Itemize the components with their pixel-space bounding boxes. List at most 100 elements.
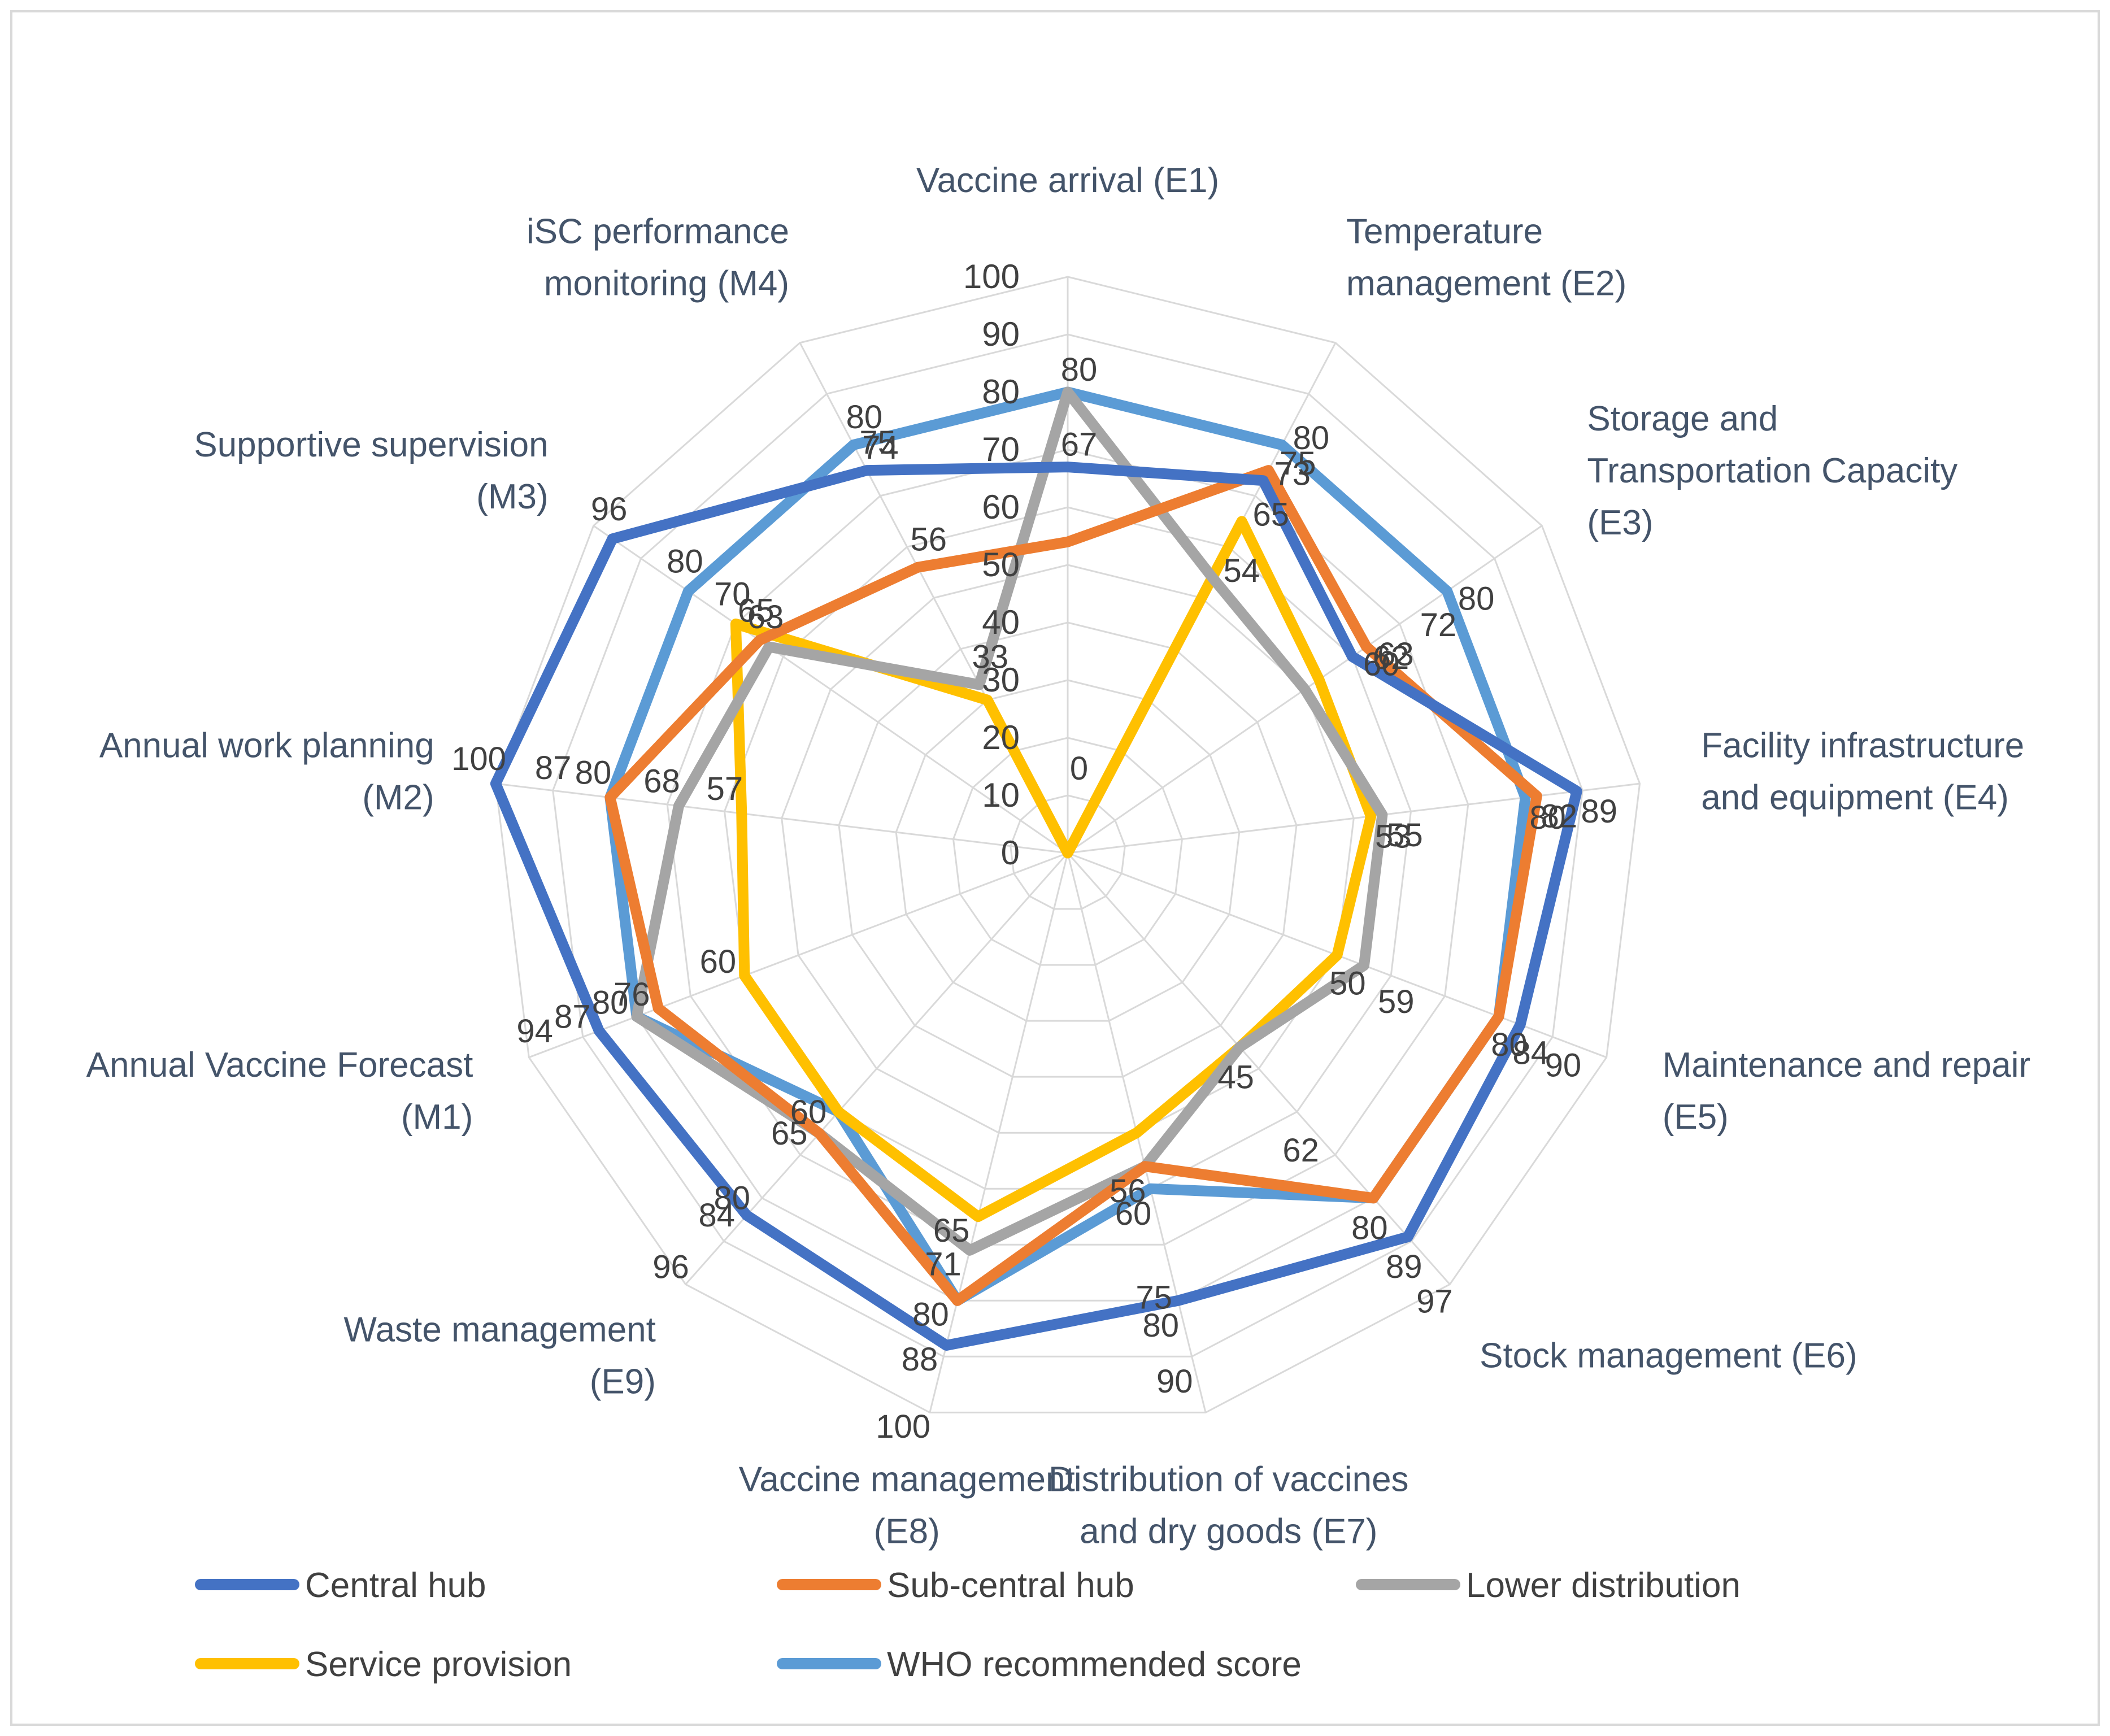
data-label-axis7-3: 75: [1136, 1279, 1172, 1316]
series-lower-distribution[interactable]: [631, 386, 1388, 1256]
data-label-axis11-5: 57: [707, 771, 743, 807]
legend-item-who-recommended-score[interactable]: WHO recommended score: [777, 1645, 1302, 1684]
legend-item-service-provision[interactable]: Service provision: [195, 1645, 572, 1684]
grid-spoke-11: [495, 782, 1068, 854]
axis-label-vaccine-arrival-e1: Vaccine arrival (E1): [916, 161, 1219, 200]
data-label-axis9-5: 60: [790, 1094, 827, 1130]
data-label-axis3-5: 60: [1363, 646, 1400, 682]
axis-label-distribution-of-vaccines-and-dry-goods-e7: Distribution of vaccines and dry goods (E…: [1049, 1460, 1409, 1551]
data-label-axis13-1: 80: [846, 399, 883, 436]
data-label-axis12-3: 70: [714, 576, 751, 613]
data-label-axis4-5: 53: [1375, 818, 1412, 855]
axis-label-isc-performance-monitoring-m4: iSC performance monitoring (M4): [527, 212, 789, 303]
data-label-axis3-1: 80: [1458, 581, 1495, 617]
labels-layer: 8067080757365548072636260898280555390848…: [451, 351, 1617, 1445]
tick-label-50: 50: [982, 546, 1020, 584]
data-label-axis7-4: 60: [1115, 1195, 1152, 1232]
legend-item-central-hub[interactable]: Central hub: [195, 1566, 486, 1605]
data-label-axis6-3: 80: [1351, 1210, 1388, 1247]
data-label-axis10-4: 76: [614, 976, 650, 1013]
tick-label-80: 80: [982, 373, 1020, 411]
data-label-axis1-2: 67: [1061, 427, 1098, 463]
data-label-axis7-1: 90: [1156, 1363, 1193, 1400]
tick-label-40: 40: [982, 603, 1020, 641]
data-label-axis1-3: 0: [1070, 750, 1088, 787]
data-label-axis7-5: 56: [1110, 1173, 1146, 1209]
data-label-axis2-2: 75: [1280, 445, 1316, 482]
axis-label-maintenance-and-repair-e5: Maintenance and repair (E5): [1663, 1046, 2030, 1137]
data-label-axis13-2: 75: [859, 424, 896, 461]
tick-label-10: 10: [982, 776, 1020, 814]
data-label-axis2-5: 54: [1223, 552, 1260, 589]
data-label-axis11-1: 100: [451, 741, 506, 777]
data-label-axis6-4: 62: [1282, 1132, 1319, 1169]
data-label-axis3-3: 63: [1377, 636, 1414, 673]
tick-label-60: 60: [982, 488, 1020, 526]
grid-ring-100: [494, 276, 1641, 1413]
grid-ring-90: [552, 333, 1583, 1358]
series-who-recommended-score[interactable]: [604, 386, 1531, 1306]
data-label-axis5-1: 90: [1545, 1047, 1582, 1084]
data-label-axis12-2: 80: [667, 543, 703, 580]
data-label-axis9-3: 80: [714, 1180, 750, 1217]
grid-ring-30: [895, 679, 1241, 1022]
tick-label-70: 70: [982, 430, 1020, 468]
data-label-axis5-2: 84: [1512, 1035, 1549, 1072]
data-label-axis8-4: 71: [925, 1246, 962, 1283]
grid-spoke-8: [929, 852, 1069, 1413]
axis-labels-layer: Vaccine arrival (E1) Temperature managemen…: [86, 161, 2031, 1551]
grid-spoke-4: [1067, 782, 1640, 854]
data-label-axis10-5: 60: [700, 943, 737, 980]
grid-spoke-12: [593, 525, 1068, 854]
data-label-axis6-2: 89: [1386, 1248, 1422, 1285]
series-sub-central-hub[interactable]: [604, 465, 1542, 1306]
data-label-axis10-1: 94: [516, 1013, 553, 1050]
data-label-axis5-5: 50: [1329, 965, 1366, 1002]
data-label-axis3-2: 72: [1420, 607, 1457, 643]
data-label-axis4-3: 80: [1529, 799, 1566, 836]
grid-ring-60: [723, 506, 1412, 1190]
data-label-axis11-2: 87: [535, 750, 572, 786]
data-label-axis9-2: 84: [698, 1197, 735, 1234]
data-label-axis2-1: 80: [1293, 420, 1330, 456]
series-service-provision[interactable]: [730, 516, 1377, 1222]
data-label-axis10-2: 87: [554, 999, 591, 1035]
axis-label-temperature-management-e2: Temperature management (E2): [1346, 212, 1626, 303]
legend-item-sub-central-hub[interactable]: Sub-central hub: [777, 1566, 1134, 1605]
legend-label-lower-distribution: Lower distribution: [1466, 1566, 1741, 1605]
tick-label-30: 30: [982, 661, 1020, 699]
data-label-axis6-5: 45: [1217, 1059, 1254, 1095]
grid-ring-20: [952, 737, 1184, 966]
legend-item-lower-distribution[interactable]: Lower distribution: [1356, 1566, 1741, 1605]
axis-label-facility-infrastructure-and-equipment-e4: Facility infrastructure and equipment (E4…: [1701, 726, 2024, 817]
axis-label-stock-management-e6: Stock management (E6): [1480, 1337, 1857, 1376]
legend-label-who-recommended-score: WHO recommended score: [887, 1645, 1302, 1684]
legend-label-central-hub: Central hub: [305, 1566, 486, 1605]
grid-spoke-6: [1067, 852, 1451, 1285]
data-label-axis13-5: 33: [972, 638, 1008, 675]
data-label-axis3-4: 62: [1373, 639, 1409, 676]
data-label-axis5-4: 59: [1378, 984, 1415, 1020]
tick-label-0: 0: [1001, 834, 1020, 872]
data-label-axis12-5: 63: [747, 599, 784, 636]
data-label-axis9-1: 96: [652, 1249, 689, 1286]
data-label-axis2-3: 73: [1274, 455, 1311, 492]
data-label-axis11-3: 80: [575, 755, 612, 791]
legend-label-sub-central-hub: Sub-central hub: [887, 1566, 1134, 1605]
data-label-axis4-2: 82: [1541, 798, 1578, 835]
series-layer: [490, 386, 1582, 1351]
data-label-axis12-4: 65: [738, 593, 775, 629]
data-label-axis5-3: 80: [1491, 1026, 1528, 1063]
data-label-axis8-2: 88: [902, 1341, 938, 1378]
grid-ring-10: [1010, 794, 1126, 910]
data-label-axis4-1: 89: [1581, 793, 1617, 830]
axis-label-storage-and-transportation-capacity-e3: Storage and Transportation Capacity (E3): [1587, 399, 1957, 542]
legend: Central hub Sub-central hub Lower distri…: [195, 1566, 1741, 1684]
data-label-axis4-4: 55: [1386, 817, 1423, 854]
data-label-axis10-3: 80: [592, 984, 629, 1021]
data-label-axis1-1: 80: [1061, 351, 1098, 388]
series-central-hub[interactable]: [490, 462, 1582, 1351]
axis-label-annual-work-planning-m2: Annual work planning (M2): [99, 726, 434, 817]
